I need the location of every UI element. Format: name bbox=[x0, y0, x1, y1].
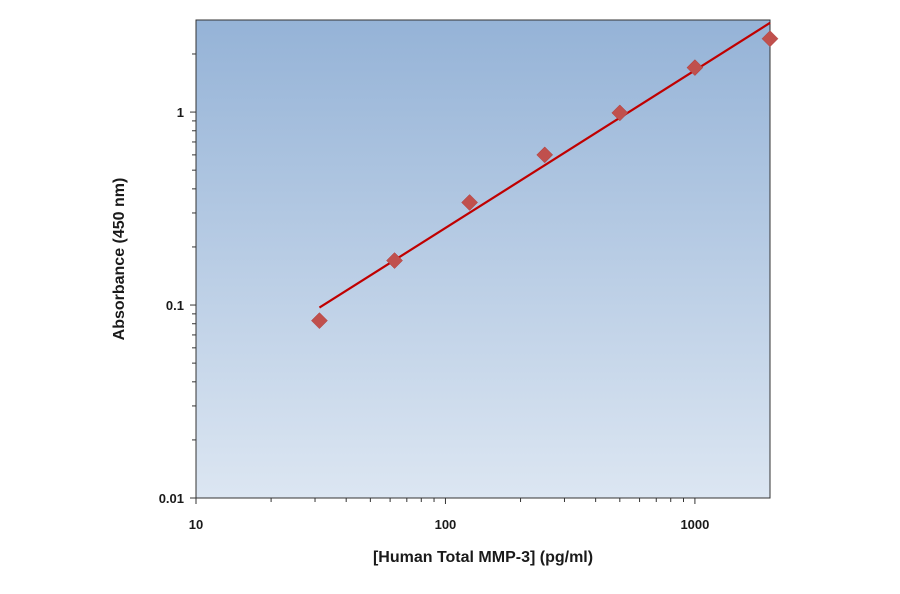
data-points-layer bbox=[311, 30, 779, 330]
x-tick-label: 100 bbox=[435, 517, 457, 532]
x-axis-ticks: 10 100 1000 bbox=[189, 498, 709, 532]
y-axis-label: Absorbance (450 nm) bbox=[111, 178, 128, 341]
y-tick-label: 0.01 bbox=[159, 491, 184, 506]
y-tick-label: 1 bbox=[177, 105, 184, 120]
y-axis-ticks: 0.01 0.1 1 bbox=[159, 53, 196, 506]
data-point-diamond bbox=[761, 30, 779, 48]
x-tick-label: 1000 bbox=[680, 517, 709, 532]
y-tick-label: 0.1 bbox=[166, 298, 184, 313]
data-point-diamond bbox=[386, 252, 403, 269]
data-point-diamond bbox=[536, 146, 554, 164]
data-point-diamond bbox=[611, 104, 629, 122]
data-point-diamond bbox=[311, 312, 328, 330]
data-point-diamond bbox=[686, 59, 704, 76]
plot-area bbox=[195, 19, 771, 499]
x-axis-label: [Human Total MMP-3] (pg/ml) bbox=[373, 549, 593, 566]
x-tick-label: 10 bbox=[189, 517, 203, 532]
data-point-diamond bbox=[461, 194, 478, 211]
